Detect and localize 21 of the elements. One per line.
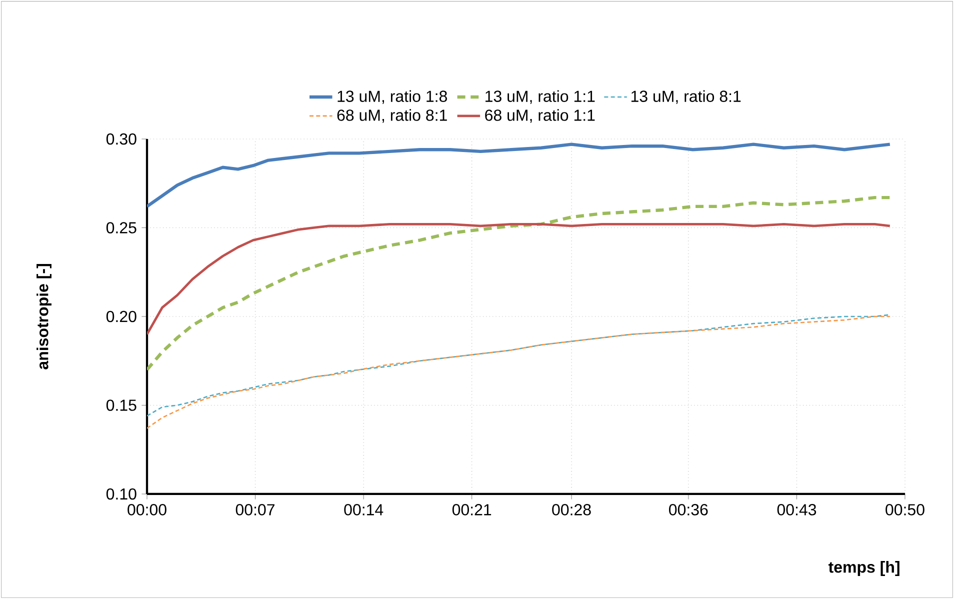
y-axis-title: anisotropie [-] (36, 264, 52, 370)
y-tick-label: 0.10 (106, 488, 136, 500)
x-tick-label: 00:21 (452, 504, 492, 516)
x-tick-label: 00:50 (886, 504, 924, 516)
y-tick-label: 0.30 (106, 133, 136, 145)
legend-label: 68 uM, ratio 1:1 (485, 109, 595, 123)
legend-label: 13 uM, ratio 1:8 (338, 90, 447, 104)
legend-label: 68 uM, ratio 8:1 (337, 109, 447, 123)
x-tick-label: 00:07 (236, 504, 274, 516)
x-tick-label: 00:14 (344, 504, 384, 516)
x-tick-label: 00:43 (777, 504, 816, 516)
y-tick-label: 0.20 (106, 310, 136, 322)
y-tick-label: 0.15 (106, 400, 136, 411)
x-tick-label: 00:00 (128, 504, 166, 516)
legend-label: 13 uM, ratio 1:1 (486, 90, 595, 104)
legend-label: 13 uM, ratio 8:1 (631, 90, 741, 104)
y-tick-label: 0.25 (106, 222, 136, 234)
x-tick-label: 00:36 (669, 504, 708, 516)
line-series (147, 196, 892, 372)
x-axis-title: temps [h] (828, 561, 900, 576)
x-tick-label: 00:28 (552, 504, 591, 516)
